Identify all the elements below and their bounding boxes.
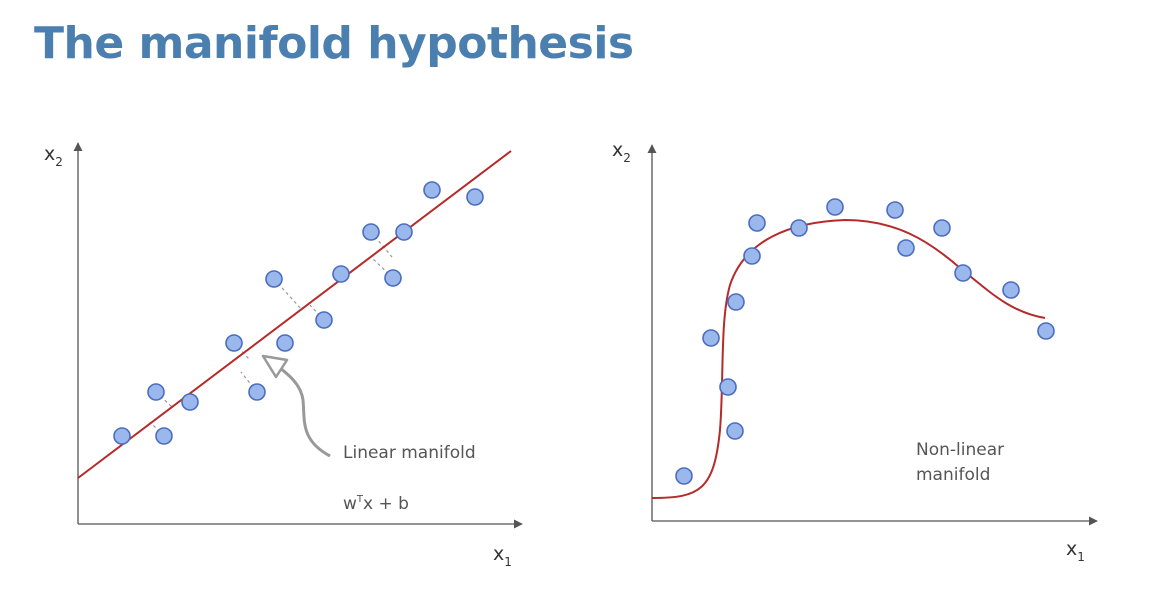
data-point <box>727 293 745 311</box>
data-point <box>113 427 131 445</box>
linear-manifold-line <box>77 150 512 479</box>
slide-title: The manifold hypothesis <box>34 18 634 69</box>
data-point <box>362 223 380 241</box>
residual-line <box>233 342 251 361</box>
residual-line <box>155 391 173 408</box>
data-point <box>225 334 243 352</box>
residual-line <box>371 257 394 279</box>
linear-manifold-plot: x2 x1 <box>44 142 523 569</box>
data-point <box>155 427 173 445</box>
data-point <box>826 198 844 216</box>
data-point <box>384 269 402 287</box>
annotation-arrowhead <box>261 354 289 379</box>
data-point <box>702 329 720 347</box>
left-data-points <box>113 181 484 445</box>
data-point <box>248 383 266 401</box>
data-point <box>1037 322 1055 340</box>
data-point <box>743 247 761 265</box>
data-point <box>675 467 693 485</box>
data-point <box>466 188 484 206</box>
data-point <box>147 383 165 401</box>
data-point <box>790 219 808 237</box>
residual-line <box>240 371 258 393</box>
data-point <box>886 201 904 219</box>
right-data-points <box>675 198 1055 485</box>
left-y-axis-label: x2 <box>44 143 63 169</box>
data-point <box>1002 281 1020 299</box>
right-x-axis-label: x1 <box>1066 538 1085 564</box>
nonlinear-manifold-label-line1: Non-linear <box>916 440 1004 460</box>
right-y-axis-label: x2 <box>612 139 631 165</box>
data-point <box>748 214 766 232</box>
linear-equation: wTx + b <box>343 494 409 514</box>
data-point <box>276 334 294 352</box>
data-point <box>423 181 441 199</box>
data-point <box>719 378 737 396</box>
left-x-axis-label: x1 <box>493 543 512 569</box>
data-point <box>265 270 283 288</box>
data-point <box>315 311 333 329</box>
data-point <box>954 264 972 282</box>
data-point <box>395 223 413 241</box>
data-point <box>933 219 951 237</box>
data-point <box>726 422 744 440</box>
data-point <box>181 393 199 411</box>
data-point <box>332 265 350 283</box>
annotation-arrow <box>271 360 331 458</box>
linear-manifold-label: Linear manifold <box>343 443 476 463</box>
nonlinear-manifold-label-line2: manifold <box>916 465 990 485</box>
data-point <box>897 239 915 257</box>
nonlinear-manifold-plot: x2 x1 Non-linear manifold <box>612 139 1098 564</box>
